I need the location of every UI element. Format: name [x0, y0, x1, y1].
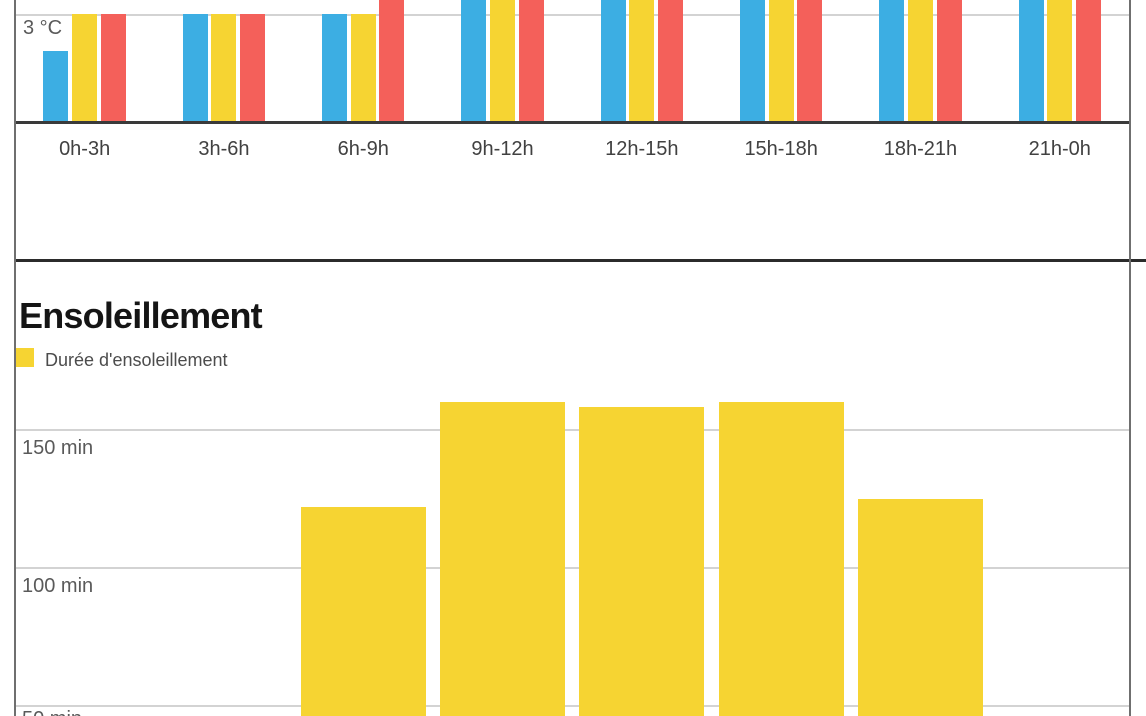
- temp-bar-red-6h-9h[interactable]: [379, 0, 405, 122]
- temp-bar-blue-0h-3h[interactable]: [43, 51, 69, 122]
- sunshine-bar-slot6[interactable]: [718, 402, 844, 716]
- sunshine-y-tick-50: 50 min: [22, 708, 82, 716]
- chart-right-border: [1129, 0, 1131, 716]
- temp-bar-yellow-18h-21h[interactable]: [907, 0, 933, 122]
- temp-x-axis-line: [14, 121, 1131, 124]
- temp-y-axis-tick: 3 °C: [23, 17, 63, 39]
- temp-bar-blue-3h-6h[interactable]: [182, 14, 208, 122]
- temp-bar-yellow-15h-18h[interactable]: [768, 0, 794, 122]
- temp-bar-yellow-9h-12h[interactable]: [490, 0, 515, 122]
- temp-bar-red-21h-0h[interactable]: [1075, 0, 1101, 122]
- sunshine-y-tick-100: 100 min: [22, 575, 94, 597]
- section-divider: [14, 259, 1146, 262]
- temp-bar-yellow-0h-3h[interactable]: [72, 14, 98, 122]
- temp-bar-blue-9h-12h[interactable]: [461, 0, 487, 122]
- temp-bar-red-15h-18h[interactable]: [797, 0, 823, 122]
- temp-bar-red-18h-21h[interactable]: [936, 0, 962, 122]
- sunshine-section-title: Ensoleillement: [19, 295, 263, 336]
- sunshine-legend-label: Durée d'ensoleillement: [45, 350, 228, 370]
- x-axis-label: 12h-15h: [605, 138, 679, 160]
- x-axis-label: 0h-3h: [59, 138, 111, 160]
- temp-gridline-3c: [16, 14, 1129, 16]
- x-axis-label: 6h-9h: [337, 138, 389, 160]
- temp-bar-blue-15h-18h[interactable]: [739, 0, 765, 122]
- sunshine-legend-swatch: [15, 348, 34, 367]
- temp-bar-red-0h-3h[interactable]: [100, 14, 126, 122]
- temp-bar-yellow-21h-0h[interactable]: [1047, 0, 1073, 122]
- temp-bar-red-12h-15h[interactable]: [658, 0, 683, 122]
- x-axis-label: 21h-0h: [1028, 138, 1091, 160]
- temp-bar-blue-21h-0h[interactable]: [1018, 0, 1044, 122]
- sunshine-bar-slot7[interactable]: [857, 499, 983, 716]
- x-axis-label: 3h-6h: [198, 138, 250, 160]
- temp-bar-blue-12h-15h[interactable]: [600, 0, 626, 122]
- x-axis-label: 9h-12h: [471, 138, 534, 160]
- sunshine-gridline-50min: [16, 705, 1129, 707]
- temp-bar-red-3h-6h[interactable]: [240, 14, 266, 122]
- temp-bar-yellow-3h-6h[interactable]: [211, 14, 237, 122]
- sunshine-gridline-100min: [16, 567, 1129, 569]
- temp-bar-blue-18h-21h[interactable]: [879, 0, 905, 122]
- temp-bar-yellow-6h-9h[interactable]: [350, 14, 376, 122]
- chart-left-border: [14, 0, 16, 716]
- sunshine-y-tick-150: 150 min: [22, 437, 94, 459]
- sunshine-gridline-150min: [16, 429, 1129, 431]
- sunshine-bar-slot4[interactable]: [439, 402, 565, 716]
- temp-bar-yellow-12h-15h[interactable]: [629, 0, 655, 122]
- x-axis-label: 18h-21h: [883, 138, 958, 160]
- sunshine-bar-slot3[interactable]: [300, 507, 426, 716]
- temp-bar-red-9h-12h[interactable]: [518, 0, 544, 122]
- sunshine-bar-slot5[interactable]: [579, 407, 705, 716]
- temp-bar-blue-6h-9h[interactable]: [322, 14, 347, 122]
- x-axis-label: 15h-18h: [744, 138, 818, 160]
